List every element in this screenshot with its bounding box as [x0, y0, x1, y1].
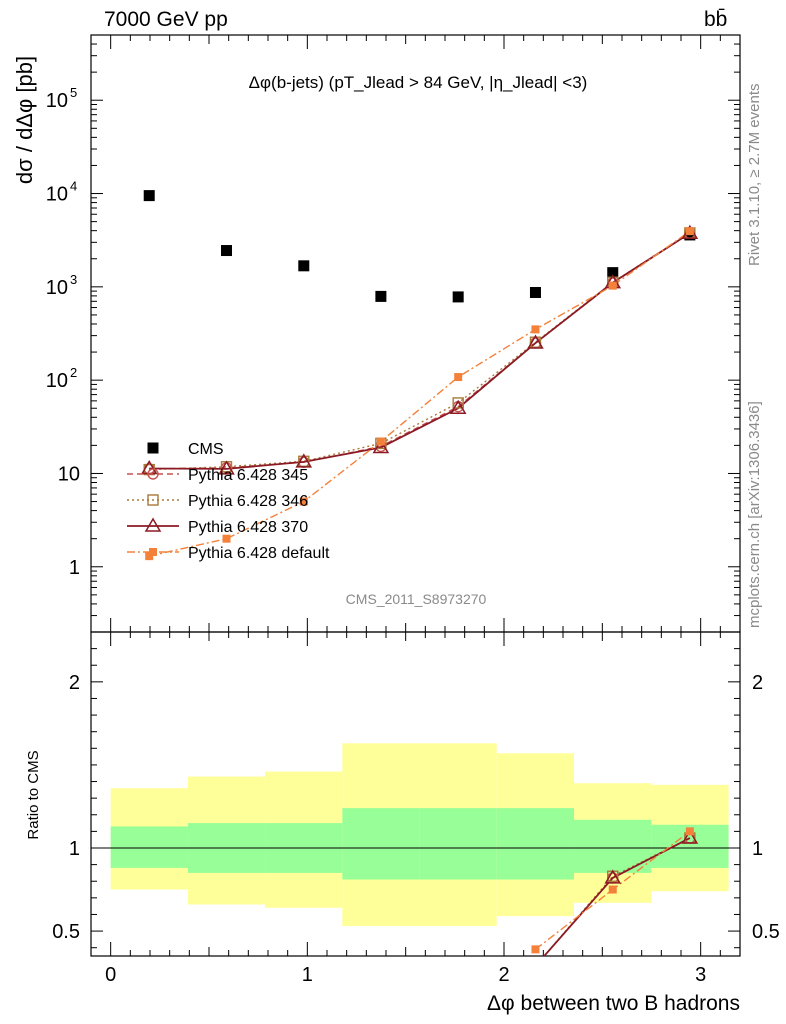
ratio-y-axis-title: Ratio to CMS: [25, 750, 42, 839]
data-point-pdefault: [299, 497, 308, 506]
ratio-y-tick-label-right: 2: [752, 672, 763, 694]
legend-label: Pythia 6.428 346: [188, 493, 308, 510]
legend-marker: [149, 548, 157, 556]
series-line-pdefault: [149, 230, 691, 557]
header-right: bb̄: [704, 8, 728, 31]
legend-marker: [147, 442, 159, 454]
ratio-y-tick-label: 1: [69, 838, 80, 860]
data-point-p370: [372, 438, 390, 454]
legend-marker: [144, 517, 162, 532]
data-point-cms: [143, 190, 155, 202]
y-tick-label-exponent: 5: [70, 85, 77, 100]
data-point-pdefault: [685, 227, 694, 236]
legend-label: CMS: [188, 441, 224, 458]
ratio-band-inner: [342, 808, 420, 880]
y-tick-label: 10: [46, 277, 68, 299]
x-tick-label: 0: [105, 964, 116, 986]
data-point-cms: [298, 260, 310, 272]
data-point-pdefault: [222, 534, 231, 543]
y-tick-label: 10: [46, 90, 68, 112]
legend-label: Pythia 6.428 345: [188, 467, 308, 484]
ratio-y-tick-label-right: 0.5: [752, 921, 780, 943]
legend-label: Pythia 6.428 default: [188, 545, 330, 562]
y-axis-title: dσ / dΔφ [pb]: [12, 56, 37, 184]
y-tick-label: 10: [58, 463, 80, 485]
data-point-pdefault: [376, 437, 385, 446]
data-point-cms: [529, 286, 541, 298]
y-tick-label: 10: [46, 184, 68, 206]
ratio-y-tick-label: 2: [69, 672, 80, 694]
data-point-cms: [607, 267, 619, 279]
y-tick-label: 1: [69, 557, 80, 579]
data-point-p370: [449, 399, 467, 414]
data-point-p370: [527, 334, 544, 349]
x-tick-label: 3: [695, 964, 706, 986]
watermark-label: CMS_2011_S8973270: [346, 591, 487, 607]
y-tick-label-exponent: 3: [70, 272, 77, 287]
x-tick-label: 2: [498, 964, 509, 986]
data-point-p370: [218, 460, 235, 475]
legend-label: Pythia 6.428 370: [188, 519, 308, 536]
y-tick-label: 10: [46, 370, 68, 392]
ratio-y-tick-label: 0.5: [52, 921, 80, 943]
y-tick-label-exponent: 4: [70, 179, 77, 194]
legend-marker: [147, 468, 159, 480]
main-frame: [90, 34, 741, 633]
data-point-cms: [452, 291, 464, 303]
data-point-pdefault: [145, 552, 154, 561]
chart-title: Δφ(b-jets) (pT_Jlead > 84 GeV, |η_Jlead|…: [249, 73, 588, 92]
ratio-point-pdefault: [608, 885, 617, 894]
data-point-pdefault: [608, 281, 617, 290]
ratio-band-inner: [419, 808, 497, 880]
ratio-point-pdefault: [685, 827, 694, 836]
ratio-point-p370: [681, 829, 699, 844]
data-point-pdefault: [531, 325, 540, 334]
legend-marker: [147, 494, 159, 506]
ratio-point-pdefault: [531, 945, 540, 954]
data-point-p346: [452, 397, 464, 409]
ratio-point-p370: [604, 869, 622, 884]
x-tick-label: 1: [302, 964, 313, 986]
ratio-band-inner: [496, 808, 575, 880]
data-point-cms: [375, 290, 387, 302]
data-point-pdefault: [454, 373, 463, 382]
data-point-p370: [295, 453, 313, 468]
ratio-band-inner: [110, 826, 188, 868]
header-left: 7000 GeV pp: [104, 8, 228, 31]
y-tick-label-exponent: 2: [70, 365, 77, 380]
ratio-frame: [90, 631, 741, 957]
x-axis-title: Δφ between two B hadrons: [487, 992, 740, 1015]
ratio-y-tick-label-right: 1: [752, 838, 763, 860]
data-point-cms: [221, 245, 233, 257]
